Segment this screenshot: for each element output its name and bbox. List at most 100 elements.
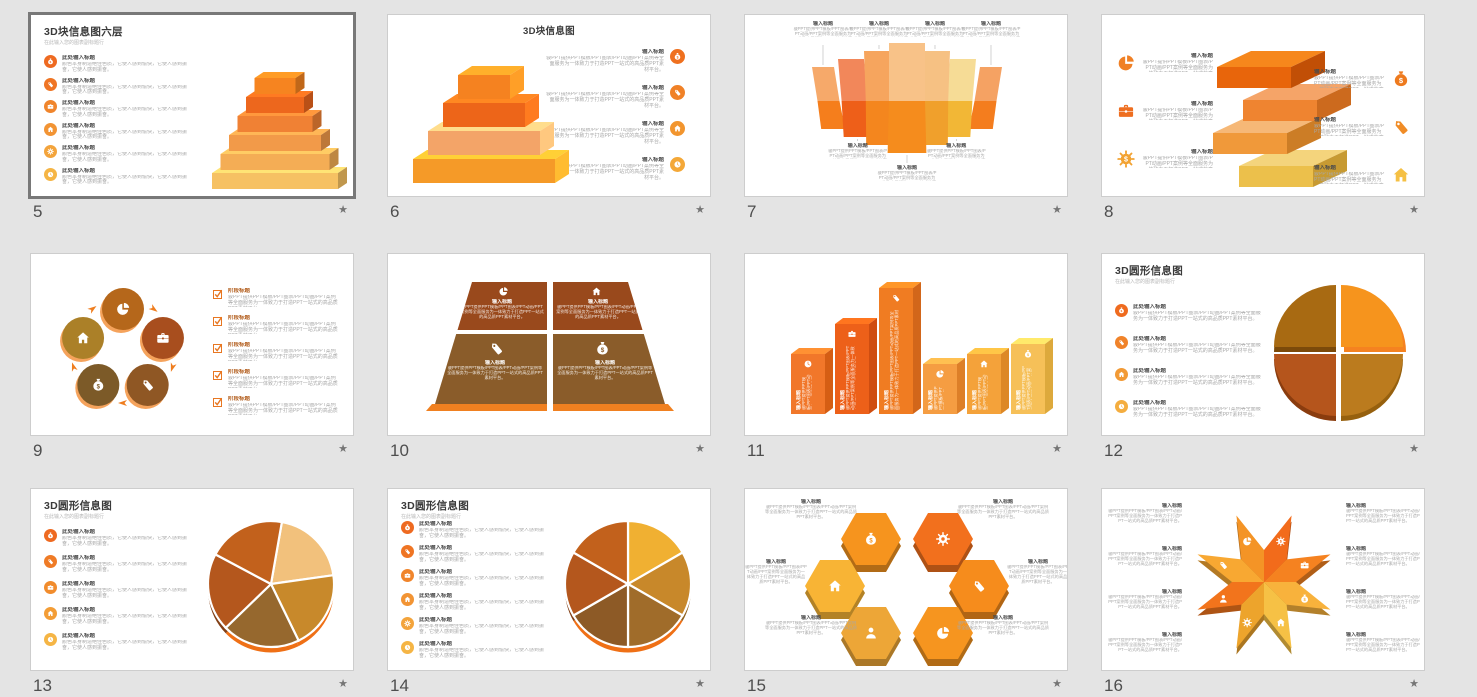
text-block: 输入标题骏PPT提供PPT模板/PPT图表/PPT动画/PPT案例等全面服务为一…	[793, 21, 853, 37]
item-body: 颜色本身制造绝佳色质，它使人感到愉快，它使人感到振奋，它使人感到振奋。	[419, 600, 545, 611]
slide-thumbnail-9[interactable]: $ 阶段标题 骏PPT提供PPT模板/PPT图表/PPT动画/PPT案例等全面服务为…	[30, 253, 354, 436]
slide-thumbnail-7[interactable]: 输入标题骏PPT提供PPT模板/PPT图表/PPT动画/PPT案例等全面服务为一…	[744, 14, 1068, 197]
list-item: 此处输入标题 颜色本身制造绝佳色质，它使人感到愉快，它使人感到振奋，它使人感到振奋…	[44, 77, 194, 97]
pie-slice	[571, 582, 630, 649]
slide-title: 3D圆形信息图	[44, 500, 113, 512]
bar-front	[791, 354, 825, 414]
slide-thumbnail-14[interactable]: 3D圆形信息图 在此输入您的图表副标题行 $ 此处输入标题 颜色本身制造绝佳色质，它使人…	[387, 488, 711, 671]
fan-bar-top	[812, 67, 840, 101]
text-block: 输入标题骏PPT提供PPT模板/PPT图表/PPT动画/PPT案例等全面服务为一…	[961, 21, 1021, 37]
list-item: 此处输入标题 颜色本身制造绝佳色质，它使人感到愉快，它使人感到振奋，它使人感到振奋…	[44, 555, 190, 574]
item-body: 骏PPT提供PPT模板/PPT图表/PPT动画/PPT案例等全面服务为一体致力于…	[978, 374, 988, 410]
slide-thumbnail-5[interactable]: 3D块信息图六层 在此输入您的图表副标题行 $ 此处输入标题 颜色本身制造绝佳色质，它使…	[28, 12, 356, 199]
slide-cell: 3D圆形信息图 在此输入您的图表副标题行 $ 此处输入标题 骏PPT提供PPT模板/PP…	[1101, 253, 1425, 461]
list-item: 此处输入标题 颜色本身制造绝佳色质，它使人感到愉快，它使人感到振奋，它使人感到振奋…	[44, 167, 194, 187]
base-edge	[553, 404, 674, 411]
hexagon	[841, 607, 901, 659]
item-heading: 输入标题	[924, 21, 945, 27]
animation-star-icon: ★	[1409, 443, 1419, 455]
circle-quadrant	[1341, 285, 1403, 347]
star-kite	[1264, 582, 1331, 610]
item-body: 骏PPT提供PPT模板/PPT图表/PPT动画/PPT案例等全面服务为一体致力于…	[934, 386, 944, 411]
svg-text:$: $	[1027, 353, 1030, 357]
list-item: 此处输入标题 颜色本身制造绝佳色质，它使人感到愉快，它使人感到振奋，它使人感到振奋…	[401, 641, 547, 659]
item-heading: 此处输入标题	[1133, 304, 1167, 310]
item-body: 骏PPT提供PPT模板/PPT图表/PPT动画/PPT案例等全面服务为一体致力于…	[877, 171, 937, 181]
text-block: 输入标题骏PPT提供PPT模板/PPT图表/PPT动画/PPT案例等全面服务为一…	[556, 360, 654, 386]
checkbox-icon[interactable]	[213, 370, 223, 380]
home-icon	[44, 122, 57, 136]
item-heading: 输入标题	[980, 21, 1001, 27]
list-item: 输入标题骏PPT提供PPT模板/PPT图表/PPT动画/PPT案例等全面服务为一…	[546, 85, 685, 110]
svg-text:$: $	[1399, 76, 1404, 85]
money-bag-icon: $	[401, 521, 414, 534]
slide-thumbnail-12[interactable]: 3D圆形信息图 在此输入您的图表副标题行 $ 此处输入标题 骏PPT提供PPT模板/PP…	[1101, 253, 1425, 436]
slide-cell: 3D圆形信息图 在此输入您的图表副标题行 $ 此处输入标题 颜色本身制造绝佳色质，它使人…	[30, 488, 354, 696]
slide-thumbnail-16[interactable]: $ $ 输入标题 骏PPT提供PPT模板/PPT图表/PPT动画/PPT案例等全面服务…	[1101, 488, 1425, 671]
gear-dollar-icon: $	[1276, 536, 1286, 547]
text-block: 输入标题骏PPT提供PPT模板/PPT图表/PPT动画/PPT案例等全面服务为一…	[1108, 589, 1182, 609]
slide-thumbnail-15[interactable]: $ 输入标题 骏PPT提供PPT模板/PPT图表/PPT动画/PPT案例等全面服务为…	[744, 488, 1068, 671]
fan-bar-top	[974, 67, 1002, 101]
item-heading: 输入标题	[868, 21, 889, 27]
tag-icon	[670, 85, 685, 100]
item-heading: 此处输入标题	[419, 569, 453, 575]
bar-label: 输入标题骏PPT提供PPT模板/PPT图表/PPT动画/PPT案例等全面服务为一…	[972, 374, 988, 410]
item-heading: 此处输入标题	[62, 167, 96, 174]
item-body: 颜色本身制造绝佳色质，它使人感到愉快，它使人感到振奋，它使人感到振奋。	[419, 552, 545, 563]
animation-star-icon: ★	[1052, 443, 1062, 455]
pie-slice	[563, 550, 631, 618]
item-heading: 输入标题	[1027, 559, 1048, 565]
checkbox-icon[interactable]	[213, 316, 223, 326]
checkbox-icon[interactable]	[213, 397, 223, 407]
slide-meta: 6 ★	[387, 197, 711, 222]
person-icon	[1220, 595, 1227, 603]
slide-number: 13	[33, 676, 52, 695]
slab-front	[1213, 133, 1287, 154]
text-block: 输入标题骏PPT提供PPT模板/PPT图表/PPT动画/PPT案例等全面服务为一…	[828, 143, 888, 159]
item-heading: 此处输入标题	[419, 545, 453, 551]
slab-side	[510, 66, 524, 99]
checkbox-icon[interactable]	[213, 289, 223, 299]
item-heading: 阶段标题	[228, 396, 251, 402]
slide-thumbnail-8[interactable]: 输入标题 骏PPT提供PPT模板/PPT图表/PPT动画/PPT案例等全面服务为一…	[1101, 14, 1425, 197]
bar-top	[791, 348, 833, 354]
slide-thumbnail-13[interactable]: 3D圆形信息图 在此输入您的图表副标题行 $ 此处输入标题 颜色本身制造绝佳色质，它使人…	[30, 488, 354, 671]
item-body: 颜色本身制造绝佳色质，它使人感到愉快，它使人感到振奋，它使人感到振奋。	[419, 576, 545, 587]
item-heading: 输入标题	[1346, 546, 1367, 552]
text-block: 输入标题骏PPT提供PPT模板/PPT图表/PPT动画/PPT案例等全面服务为一…	[1346, 589, 1420, 609]
money-bag-icon: $	[1394, 71, 1408, 87]
bar-front	[835, 324, 869, 414]
fan-bar-top	[838, 59, 868, 101]
list-item: 此处输入标题 颜色本身制造绝佳色质，它使人感到愉快，它使人感到振奋，它使人感到振奋…	[401, 569, 547, 587]
item-body: 骏PPT提供PPT模板/PPT图表/PPT动画/PPT案例等全面服务为一体致力于…	[1314, 76, 1385, 88]
circle-quadrant	[1274, 285, 1336, 347]
item-body: 骏PPT提供PPT模板/PPT图表/PPT动画/PPT案例等全面服务为一体致力于…	[957, 505, 1049, 519]
slide-thumbnail-6[interactable]: 3D块信息图 输入标题 骏PPT提供PPT模板/PPT图表/PPT动画/PPT案例等…	[387, 14, 711, 197]
slide-thumbnail-11[interactable]: $ 输入标题骏PPT提供PPT模板/PPT图表/PPT动画/PPT案例等全面服务为…	[744, 253, 1068, 436]
item-body: 颜色本身制造绝佳色质，它使人感到愉快，它使人感到振奋，它使人感到振奋。	[419, 648, 545, 659]
checkbox-icon[interactable]	[213, 343, 223, 353]
item-body: 颜色本身制造绝佳色质，它使人感到愉快，它使人感到振奋，它使人感到振奋。	[62, 152, 188, 163]
item-body: 颜色本身制造绝佳色质，它使人感到愉快，它使人感到振奋，它使人感到振奋。	[419, 624, 545, 635]
item-heading: 此处输入标题	[419, 617, 453, 623]
base-edge	[426, 404, 547, 411]
slide-thumbnail-10[interactable]: $ 输入标题 骏PPT提供PPT模板/PPT图表/PPT动画/PPT案例等全面服务为…	[387, 253, 711, 436]
item-body: 骏PPT提供PPT模板/PPT图表/PPT动画/PPT案例等全面服务为一体致力于…	[957, 621, 1049, 635]
tag-icon	[1395, 121, 1408, 134]
item-heading: 输入标题	[992, 499, 1013, 505]
star-graphic: $$	[1197, 515, 1331, 655]
slide-cell: 3D块信息图六层 在此输入您的图表副标题行 $ 此处输入标题 颜色本身制造绝佳色质，它使…	[28, 12, 356, 222]
slab-front	[413, 159, 555, 183]
item-body: 骏PPT提供PPT模板/PPT图表/PPT动画/PPT案例等全面服务为一体致力于…	[961, 27, 1021, 37]
item-heading: 输入标题	[641, 49, 664, 55]
bar-top	[835, 318, 877, 324]
star-kite	[1236, 582, 1264, 649]
money-bag-icon: $	[866, 532, 876, 545]
slab-front	[237, 116, 313, 132]
gear-icon	[401, 617, 414, 630]
item-heading: 输入标题	[1314, 117, 1337, 123]
star-kite	[1236, 515, 1264, 582]
briefcase-icon	[848, 330, 856, 337]
item-body: 骏PPT提供PPT模板/PPT图表/PPT动画/PPT案例等全面服务为一体致力于…	[828, 149, 888, 159]
